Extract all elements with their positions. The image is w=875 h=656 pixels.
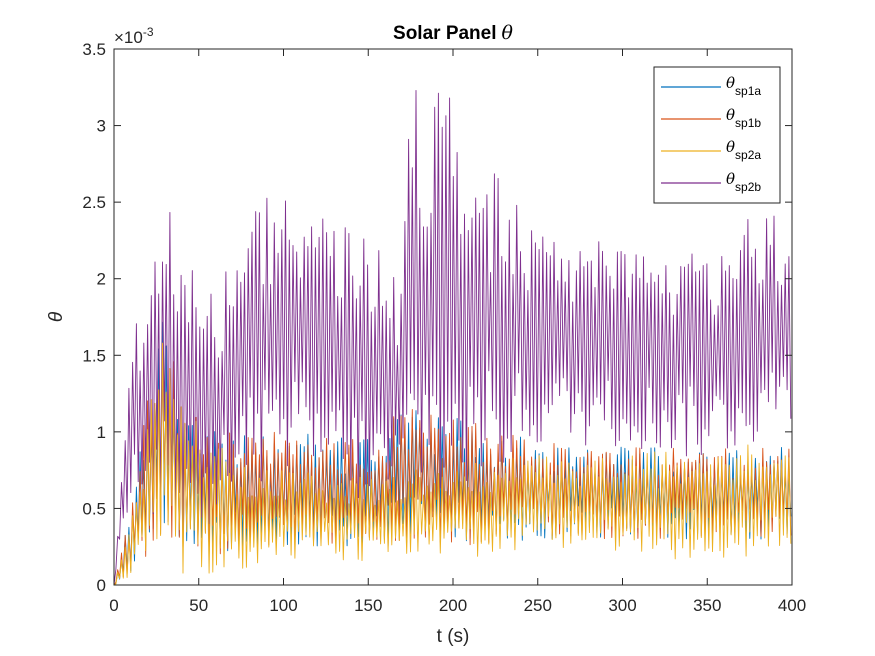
y-tick-label: 1.5 [82, 346, 106, 365]
y-tick-label: 0 [97, 576, 106, 595]
chart-title: Solar Panel θ [393, 22, 514, 44]
x-axis-label: t (s) [437, 626, 470, 647]
chart-title-text: Solar Panel [393, 23, 497, 44]
y-tick-label: 3.5 [82, 40, 106, 59]
x-tick-label: 400 [778, 596, 806, 615]
x-tick-label: 0 [109, 596, 118, 615]
x-axis-ticks: 0 50 100 150 200 250 300 350 400 [109, 49, 806, 615]
legend-entries: θsp1a θsp1b θsp2a θsp2b [661, 74, 761, 194]
y-tick-label: 2 [97, 270, 106, 289]
legend-label-sp1b: θsp1b [726, 106, 761, 130]
x-tick-label: 100 [269, 596, 297, 615]
series-line-sp2a [113, 342, 792, 586]
y-axis-ticks: 0 0.5 1 1.5 2 2.5 3 3.5 [82, 40, 792, 595]
series-line-sp2b [113, 90, 792, 586]
y-tick-label: 3 [97, 117, 106, 136]
x-tick-label: 150 [354, 596, 382, 615]
legend: θsp1a θsp1b θsp2a θsp2b [653, 66, 781, 204]
series-layer [113, 90, 792, 586]
y-exponent-base: ×10 [114, 28, 143, 47]
y-axis-label: θ [46, 311, 67, 322]
legend-box [653, 66, 781, 204]
x-tick-label: 250 [524, 596, 552, 615]
y-tick-label: 1 [97, 423, 106, 442]
y-exponent-label: ×10-3 [114, 25, 154, 47]
x-tick-label: 300 [608, 596, 636, 615]
chart-title-symbol: θ [502, 22, 514, 44]
legend-label-sp2a: θsp2a [726, 138, 761, 162]
y-exponent-power: -3 [143, 25, 154, 39]
x-tick-label: 350 [693, 596, 721, 615]
y-tick-label: 2.5 [82, 193, 106, 212]
legend-label-sp1a: θsp1a [726, 74, 761, 98]
y-tick-label: 0.5 [82, 499, 106, 518]
x-tick-label: 50 [189, 596, 208, 615]
x-tick-label: 200 [439, 596, 467, 615]
legend-label-sp2b: θsp2b [726, 170, 761, 194]
